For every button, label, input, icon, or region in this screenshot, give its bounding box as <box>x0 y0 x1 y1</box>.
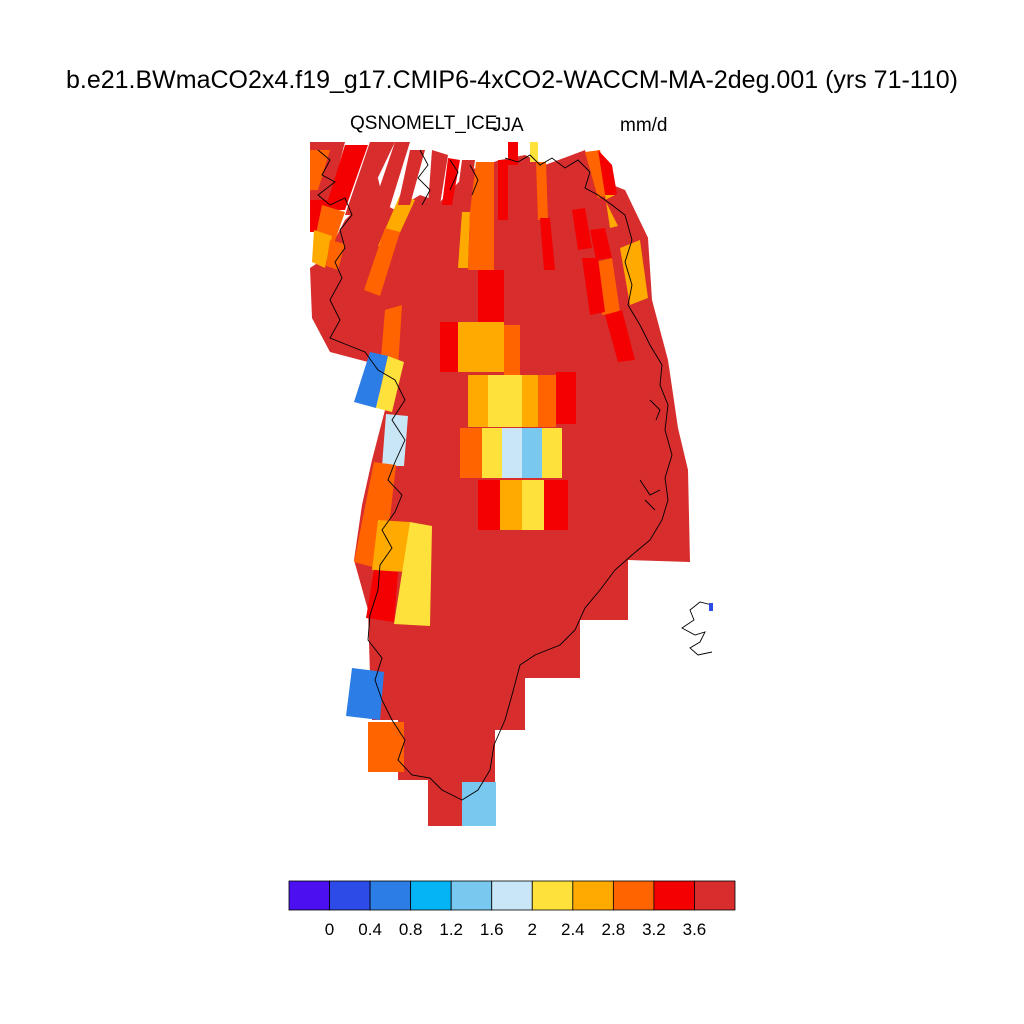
grid-cell <box>376 356 404 412</box>
grid-cell <box>582 258 605 315</box>
grid-cell <box>540 218 555 270</box>
grid-cell <box>345 178 384 252</box>
figure-title: b.e21.BWmaCO2x4.f19_g17.CMIP6-4xCO2-WACC… <box>66 66 958 94</box>
grid-cell <box>605 310 635 362</box>
season-label: JJA <box>492 115 524 136</box>
grid-cell <box>544 480 568 530</box>
grid-cell <box>522 160 532 220</box>
grid-cell <box>468 212 494 270</box>
colorbar-tick-label: 2.4 <box>561 920 585 939</box>
colorbar-tick-label: 3.6 <box>683 920 707 939</box>
grid-cell <box>366 570 398 622</box>
grid-cell <box>462 782 496 826</box>
grid-cell <box>536 162 548 220</box>
coastline-east-fjords <box>639 399 661 511</box>
grid-cell <box>598 150 618 200</box>
colorbar-swatch <box>288 880 330 911</box>
grid-cell <box>478 270 504 322</box>
grid-cell <box>482 428 502 478</box>
grid-cell <box>428 150 448 205</box>
grid-cell <box>709 603 713 611</box>
colorbar-tick-label: 2 <box>528 920 537 939</box>
coastline-north-islands <box>417 149 479 206</box>
colorbar-tick-label: 1.6 <box>480 920 504 939</box>
grid-cell <box>368 722 404 772</box>
colorbar-tick-label: 0.4 <box>358 920 382 939</box>
grid-cell <box>440 322 458 372</box>
grid-cell <box>538 375 556 427</box>
central-basin-cells <box>440 270 576 530</box>
colorbar-swatch <box>653 880 695 911</box>
colorbar-tick-label: 0.8 <box>399 920 423 939</box>
grid-cell <box>498 160 508 220</box>
grid-cell <box>364 228 400 296</box>
grid-cell <box>470 162 494 215</box>
grid-cell <box>504 325 520 375</box>
grid-cell <box>455 160 475 212</box>
variable-label: QSNOMELT_ICE <box>350 113 497 134</box>
grid-cell <box>548 150 600 220</box>
colorbar-swatch <box>369 880 412 911</box>
colorbar-swatch <box>491 880 533 911</box>
colorbar-swatch <box>694 880 736 911</box>
colorbar-swatch <box>572 880 614 911</box>
grid-cell <box>345 142 395 215</box>
coastline-iceland <box>681 601 713 656</box>
grid-cell <box>556 372 576 424</box>
grid-cell <box>502 428 522 478</box>
grid-cell <box>460 428 482 478</box>
colorbar-tick-label: 0 <box>325 920 334 939</box>
grid-cell <box>458 322 504 372</box>
grid-cell <box>325 145 368 210</box>
colorbar-swatch <box>450 880 493 911</box>
grid-cell <box>398 150 425 205</box>
grid-cell <box>354 352 388 408</box>
grid-cell <box>380 305 402 370</box>
grid-cell <box>522 428 542 478</box>
colorbar-tick-label: 3.2 <box>642 920 666 939</box>
colorbar-tick-label: 1.2 <box>439 920 463 939</box>
grid-cell <box>488 375 522 427</box>
grid-cell <box>468 375 488 427</box>
grid-cell <box>312 230 332 268</box>
colorbar <box>288 880 736 911</box>
grid-cell <box>542 428 562 478</box>
coastline <box>317 149 673 801</box>
grid-cell <box>326 240 345 270</box>
greenland-map <box>310 142 713 826</box>
grid-cell <box>458 212 470 268</box>
northern-margin-cells <box>310 142 648 362</box>
grid-cell <box>310 150 330 190</box>
grid-cell <box>500 480 522 530</box>
grid-cell <box>478 480 500 530</box>
grid-cell <box>442 158 460 205</box>
colorbar-swatch <box>329 880 371 911</box>
grid-cell <box>346 668 384 720</box>
colorbar-swatch <box>410 880 452 911</box>
grid-cell <box>590 228 612 260</box>
grid-cell <box>382 414 408 466</box>
grid-cell <box>585 150 610 198</box>
colorbar-swatch <box>531 880 574 911</box>
colorbar-labels: 0 0.4 0.8 1.2 1.6 2 2.4 2.8 3.2 3.6 <box>325 920 706 939</box>
colorbar-tick-label: 2.8 <box>602 920 626 939</box>
grid-cell <box>394 522 432 626</box>
units-label: mm/d <box>620 115 668 136</box>
colorbar-swatch <box>612 880 655 911</box>
grid-cell <box>522 375 538 427</box>
grid-cell <box>522 480 544 530</box>
grid-cell <box>572 208 592 250</box>
